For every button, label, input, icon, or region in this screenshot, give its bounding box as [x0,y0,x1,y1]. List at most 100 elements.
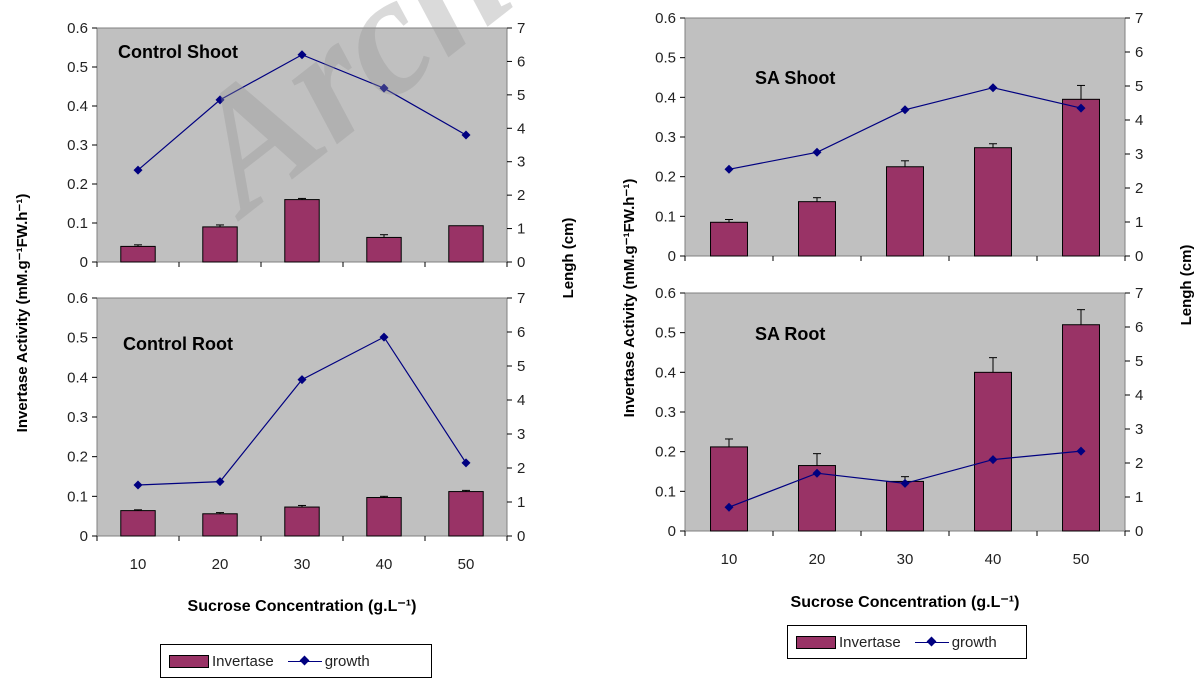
invertase-bar [1062,98,1100,257]
chart-title: Control Shoot [118,42,238,62]
y2-tick-label: 6 [517,324,525,341]
legend-item-invertase: Invertase [796,634,901,651]
y2-tick-label: 3 [1135,421,1143,438]
growth-point [297,375,307,385]
chart-panel: 0 0.1 0.2 0.3 0.4 0.5 0.6 0 1 2 3 4 5 6 7 10 20 30 40 50 Con… [67,290,525,573]
y2-tick-label: 6 [1135,44,1143,61]
growth-point [461,130,471,140]
y2-tick-label: 0 [1135,248,1143,265]
invertase-bar [886,166,924,257]
x-tick-label: 10 [721,551,738,568]
y2-tick-label: 2 [1135,180,1143,197]
x-tick-label: 40 [376,556,393,573]
y2-tick-label: 2 [517,460,525,477]
invertase-bar [974,371,1012,532]
chart-panel: 0 0.1 0.2 0.3 0.4 0.5 0.6 0 1 2 3 4 5 6 7 10 20 30 40 50 SA … [655,285,1143,568]
y-tick-label: 0.1 [655,483,676,500]
y-tick-label: 0.3 [655,129,676,146]
growth-point [988,83,998,93]
right-y-axis-label: Invertase Activity (mM.g⁻¹FW.h⁻¹) [621,179,638,418]
chart-panel: 0 0.1 0.2 0.3 0.4 0.5 0.6 0 1 2 3 4 5 6 7 Control Shoot [67,20,525,271]
y-tick-label: 0.6 [655,10,676,27]
y-tick-label: 0.3 [655,404,676,421]
y-tick-label: 0.4 [67,98,88,115]
y-tick-label: 0.5 [67,59,88,76]
left-x-axis-label: Sucrose Concentration (g.L⁻¹) [188,598,417,615]
chart-panel: 0 0.1 0.2 0.3 0.4 0.5 0.6 0 1 2 3 4 5 6 7 SA Shoot [655,10,1143,265]
y-tick-label: 0.5 [655,325,676,342]
y-tick-label: 0.2 [655,444,676,461]
growth-point [461,458,471,468]
y-tick-label: 0.4 [655,89,676,106]
y-tick-label: 0 [80,528,88,545]
y2-tick-label: 5 [517,87,525,104]
x-tick-label: 20 [809,551,826,568]
y2-tick-label: 2 [1135,455,1143,472]
left-legend: Invertase growth [160,644,432,678]
y-tick-label: 0 [668,248,676,265]
legend-label-growth: growth [951,633,997,651]
x-tick-label: 40 [985,551,1002,568]
y-tick-label: 0.1 [67,215,88,232]
y2-tick-label: 3 [517,154,525,171]
y2-tick-label: 5 [517,358,525,375]
y-tick-label: 0.2 [655,169,676,186]
y-tick-label: 0.1 [67,488,88,505]
growth-point [379,332,389,342]
growth-point [133,165,143,175]
chart-title: SA Shoot [755,68,835,88]
growth-point [988,455,998,465]
y2-tick-label: 1 [1135,489,1143,506]
y2-tick-label: 4 [1135,112,1143,129]
y-tick-label: 0.2 [67,176,88,193]
legend-label-invertase: Invertase [839,633,901,651]
y2-tick-label: 7 [1135,285,1143,302]
y-tick-label: 0.5 [67,330,88,347]
invertase-bar [974,147,1012,257]
invertase-bar [366,497,402,537]
right-legend: Invertase growth [787,625,1027,659]
y2-tick-label: 4 [517,120,525,137]
y2-tick-label: 4 [1135,387,1143,404]
x-tick-label: 30 [294,556,311,573]
invertase-bar [366,236,402,263]
y2-tick-label: 7 [1135,10,1143,27]
invertase-bar [120,510,156,537]
y2-tick-label: 0 [1135,523,1143,540]
invertase-bar [120,245,156,263]
legend-label-invertase: Invertase [212,652,274,670]
growth-point [724,502,734,512]
invertase-bar [448,491,484,537]
y2-tick-label: 7 [517,20,525,37]
y2-tick-label: 6 [1135,319,1143,336]
y2-tick-label: 1 [1135,214,1143,231]
x-tick-label: 30 [897,551,914,568]
chart-title: SA Root [755,324,825,344]
invertase-bar [886,480,924,532]
right-x-axis-label: Sucrose Concentration (g.L⁻¹) [791,594,1020,611]
growth-point [900,105,910,115]
y2-tick-label: 1 [517,494,525,511]
y-tick-label: 0 [80,254,88,271]
growth-swatch [914,637,949,648]
growth-swatch [287,656,322,667]
growth-point [812,468,822,478]
invertase-bar [710,446,748,532]
invertase-swatch [796,635,836,649]
y2-tick-label: 0 [517,528,525,545]
y-tick-label: 0.4 [655,364,676,381]
growth-point [724,164,734,174]
y-tick-label: 0.6 [67,290,88,307]
chart-title: Control Root [123,334,233,354]
growth-point [1076,446,1086,456]
x-tick-label: 20 [212,556,229,573]
invertase-swatch [169,654,209,668]
y-tick-label: 0 [668,523,676,540]
growth-point [215,95,225,105]
legend-item-growth: growth [287,653,370,670]
growth-point [1076,103,1086,113]
invertase-bar [710,221,748,257]
y-tick-label: 0.5 [655,50,676,67]
invertase-bar [202,513,238,537]
